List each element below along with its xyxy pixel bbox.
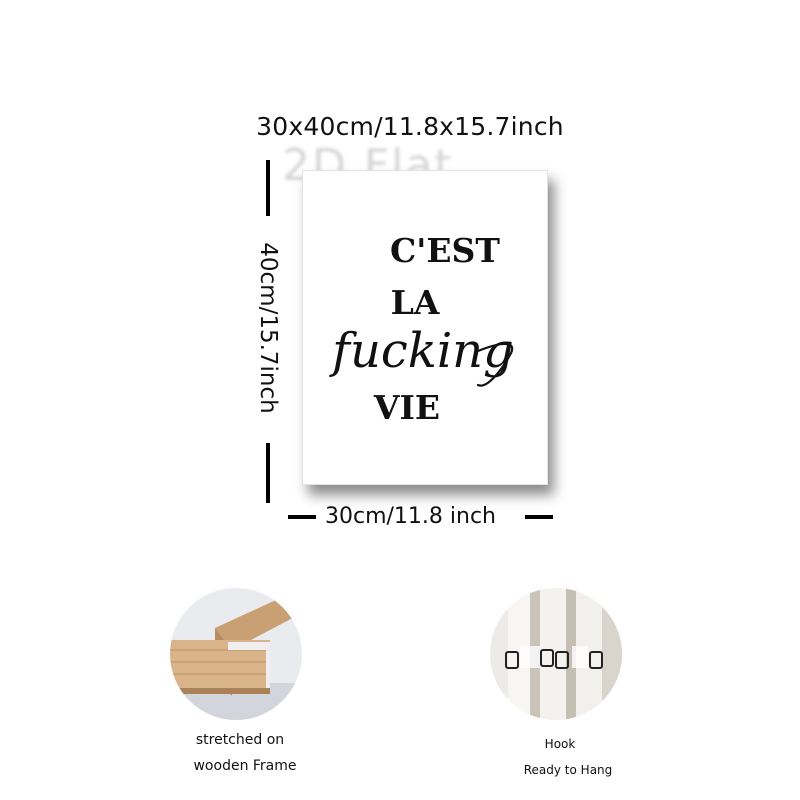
hook-caption-line-2: Ready to Hang [523, 763, 613, 777]
wooden-frame-icon [170, 588, 302, 720]
width-label: 30cm/11.8 inch [325, 504, 497, 529]
script-flourish [476, 342, 514, 387]
wooden-frame-image [170, 588, 302, 720]
height-bar-bottom [266, 443, 270, 503]
height-label: 40cm/15.7inch [255, 242, 281, 414]
poster-line-4: VIE [373, 388, 441, 427]
hook-caption-line-1: Hook [544, 737, 576, 751]
frame-caption-line-1: stretched on [195, 732, 285, 748]
hook-image [490, 588, 622, 720]
overall-size-label: 30x40cm/11.8x15.7inch [256, 112, 564, 141]
poster-line-3: fucking [329, 323, 514, 379]
poster-line-1: C'EST [390, 231, 500, 270]
poster-script-word: fucking [329, 323, 514, 387]
width-bar-left [288, 515, 316, 519]
frame-caption-line-2: wooden Frame [193, 758, 297, 774]
hook-icon [490, 588, 622, 720]
canvas-poster: C'EST LA fucking VIE [302, 170, 548, 485]
poster-line-2: LA [390, 283, 440, 322]
height-bar-top [266, 160, 270, 216]
width-bar-right [525, 515, 553, 519]
